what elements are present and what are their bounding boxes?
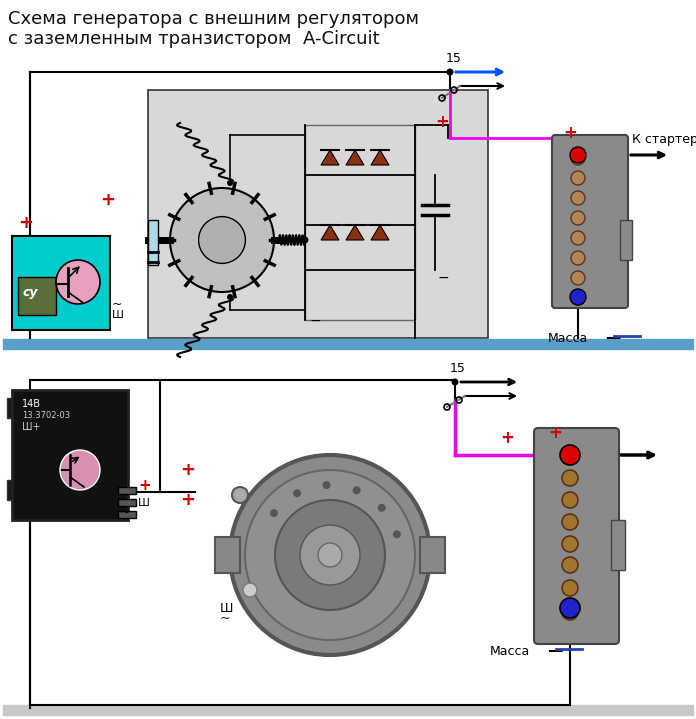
Polygon shape <box>346 225 364 240</box>
Text: +: + <box>548 424 562 442</box>
Circle shape <box>571 151 585 165</box>
Circle shape <box>198 216 246 263</box>
Bar <box>7 480 15 500</box>
Text: +: + <box>100 191 115 209</box>
Bar <box>7 398 15 418</box>
Circle shape <box>301 237 308 244</box>
Bar <box>3 705 693 715</box>
Circle shape <box>275 500 385 610</box>
Polygon shape <box>346 150 364 165</box>
Bar <box>3 339 693 349</box>
Text: Ш+: Ш+ <box>22 422 40 432</box>
Bar <box>18 277 56 315</box>
Bar <box>148 90 488 338</box>
Bar <box>420 537 445 573</box>
Circle shape <box>571 211 585 225</box>
Text: −: − <box>438 271 450 285</box>
Text: с заземленным транзистором  A-Circuit: с заземленным транзистором A-Circuit <box>8 30 379 48</box>
Text: Ш: Ш <box>138 498 150 508</box>
Text: 13.3702-03: 13.3702-03 <box>22 411 70 420</box>
Bar <box>620 220 632 260</box>
Circle shape <box>230 455 430 655</box>
Text: су: су <box>23 286 38 299</box>
Circle shape <box>447 68 454 75</box>
Bar <box>118 499 136 506</box>
Text: ~: ~ <box>220 612 230 625</box>
Text: —: — <box>547 643 562 658</box>
Polygon shape <box>371 225 389 240</box>
Circle shape <box>571 271 585 285</box>
Circle shape <box>571 191 585 205</box>
Circle shape <box>571 291 585 305</box>
Bar <box>611 520 625 570</box>
Bar <box>118 511 136 518</box>
Circle shape <box>293 489 301 498</box>
Circle shape <box>562 557 578 573</box>
Circle shape <box>562 604 578 620</box>
Text: +: + <box>138 478 151 493</box>
Circle shape <box>353 486 361 494</box>
Text: +: + <box>180 491 195 509</box>
Circle shape <box>560 445 580 465</box>
Bar <box>215 537 240 573</box>
Circle shape <box>571 251 585 265</box>
Circle shape <box>571 231 585 245</box>
Text: +: + <box>500 429 514 447</box>
Bar <box>148 220 158 265</box>
Circle shape <box>245 470 415 640</box>
Text: +: + <box>435 113 449 131</box>
Text: Ш: Ш <box>220 602 233 615</box>
Circle shape <box>243 583 257 597</box>
Text: Ш: Ш <box>112 310 124 320</box>
Circle shape <box>227 294 233 300</box>
Text: 14В: 14В <box>22 399 41 409</box>
Text: +: + <box>180 461 195 479</box>
Text: 15: 15 <box>446 52 462 65</box>
FancyBboxPatch shape <box>534 428 619 644</box>
Circle shape <box>562 580 578 596</box>
Circle shape <box>60 450 100 490</box>
Circle shape <box>232 487 248 503</box>
Circle shape <box>571 171 585 185</box>
Text: ~: ~ <box>112 298 122 311</box>
Text: Схема генератора с внешним регулятором: Схема генератора с внешним регулятором <box>8 10 419 28</box>
Circle shape <box>562 470 578 486</box>
Circle shape <box>570 289 586 305</box>
Text: —: — <box>605 330 620 345</box>
Text: К стартеру: К стартеру <box>632 133 696 146</box>
Circle shape <box>562 492 578 508</box>
Text: ~: ~ <box>120 506 131 519</box>
Circle shape <box>318 543 342 567</box>
Circle shape <box>227 180 233 186</box>
Text: +: + <box>563 124 577 142</box>
Circle shape <box>562 514 578 530</box>
Polygon shape <box>321 150 339 165</box>
Bar <box>12 390 128 520</box>
Circle shape <box>393 531 401 539</box>
Circle shape <box>452 378 459 385</box>
Circle shape <box>322 481 331 489</box>
Circle shape <box>562 447 578 463</box>
Circle shape <box>562 536 578 552</box>
Circle shape <box>270 509 278 517</box>
Bar <box>305 125 415 320</box>
Circle shape <box>56 260 100 304</box>
Circle shape <box>560 598 580 618</box>
Text: −: − <box>310 314 322 328</box>
Bar <box>118 487 136 494</box>
FancyBboxPatch shape <box>552 135 628 308</box>
Circle shape <box>570 147 586 163</box>
Circle shape <box>378 504 386 512</box>
Circle shape <box>170 188 274 292</box>
Polygon shape <box>321 225 339 240</box>
Polygon shape <box>371 150 389 165</box>
Circle shape <box>300 525 360 585</box>
Text: 15: 15 <box>450 362 466 375</box>
Text: +: + <box>18 214 33 232</box>
Text: Масса: Масса <box>490 645 530 658</box>
Bar <box>12 236 110 330</box>
Text: Масса: Масса <box>548 332 588 345</box>
